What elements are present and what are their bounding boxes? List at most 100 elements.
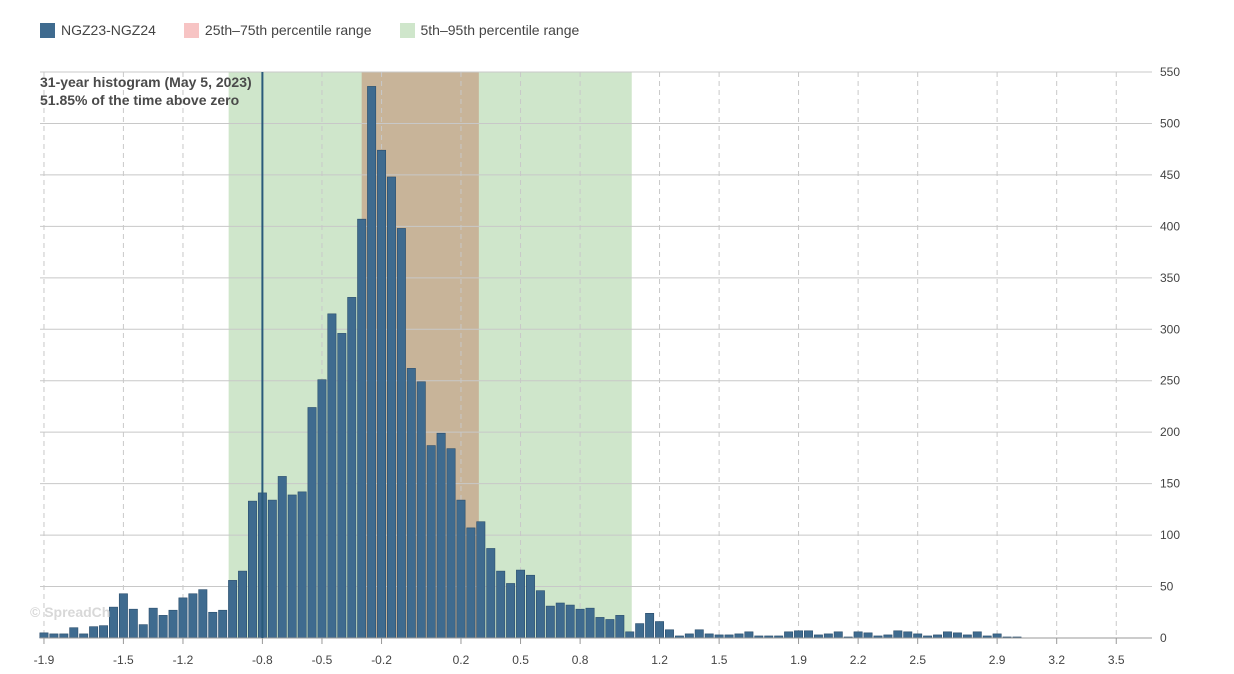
x-tick-label: 3.2: [1048, 653, 1065, 667]
histogram-bar: [913, 633, 923, 639]
histogram-bar: [128, 608, 138, 639]
x-tick-label: 2.2: [850, 653, 867, 667]
histogram-bar: [595, 617, 605, 639]
histogram-bar: [476, 521, 486, 639]
histogram-bar: [426, 445, 436, 639]
x-tick-label: -1.9: [34, 653, 55, 667]
histogram-bar: [585, 607, 595, 639]
histogram-bar: [188, 593, 198, 639]
histogram-bar: [416, 381, 426, 639]
x-tick-label: -1.5: [113, 653, 134, 667]
histogram-bar: [307, 407, 317, 639]
histogram-bar: [486, 548, 496, 639]
histogram-bar: [972, 631, 982, 639]
legend-label-25-75: 25th–75th percentile range: [204, 22, 372, 38]
histogram-bar: [823, 633, 833, 639]
histogram-bar: [228, 580, 238, 639]
histogram-bar: [89, 626, 99, 639]
histogram-bar: [734, 633, 744, 639]
histogram-bar: [39, 632, 49, 639]
histogram-bar: [506, 583, 516, 639]
y-tick-label: 400: [1160, 219, 1180, 233]
legend-item-series[interactable]: NGZ23-NGZ24: [40, 22, 156, 38]
histogram-bar: [138, 624, 148, 639]
x-tick-label: 1.5: [711, 653, 728, 667]
histogram-bar: [863, 632, 873, 639]
histogram-bar: [575, 608, 585, 639]
histogram-bar: [357, 218, 367, 639]
histogram-bar: [446, 448, 456, 639]
histogram-bar: [198, 589, 208, 639]
histogram-bar: [287, 494, 297, 639]
histogram-bar: [69, 627, 79, 639]
y-tick-label: 550: [1160, 65, 1180, 79]
y-tick-label: 50: [1160, 580, 1174, 594]
histogram-bar: [297, 491, 307, 639]
histogram-bar: [615, 615, 625, 639]
histogram-bar: [625, 631, 635, 639]
histogram-bar: [208, 611, 218, 639]
histogram-bar: [466, 527, 476, 639]
histogram-bar: [665, 629, 674, 639]
histogram-bar: [893, 630, 903, 639]
histogram-bar: [158, 615, 168, 639]
histogram-bar: [387, 176, 396, 639]
histogram-bar: [555, 602, 565, 639]
y-tick-label: 150: [1160, 477, 1180, 491]
histogram-bar: [794, 630, 804, 639]
histogram-bar: [784, 631, 794, 639]
histogram-bar: [49, 633, 59, 639]
histogram-bar: [744, 631, 754, 639]
x-tick-label: 2.9: [989, 653, 1006, 667]
x-tick-label: 2.5: [909, 653, 926, 667]
x-tick-label: 0.8: [572, 653, 589, 667]
x-tick-label: -0.8: [252, 653, 273, 667]
histogram-bar: [238, 570, 248, 639]
y-tick-label: 200: [1160, 425, 1180, 439]
legend-swatch-25-75: [183, 22, 199, 38]
x-tick-label: 0.5: [512, 653, 529, 667]
histogram-bar: [337, 333, 347, 639]
legend-item-5-95[interactable]: 5th–95th percentile range: [399, 22, 579, 38]
histogram-bar: [655, 621, 665, 639]
watermark: © SpreadCh: [30, 604, 111, 620]
x-tick-label: 1.2: [651, 653, 668, 667]
histogram-bar: [545, 605, 555, 639]
x-tick-label: -1.2: [173, 653, 194, 667]
histogram-bar: [248, 500, 257, 639]
histogram-bar: [377, 149, 387, 639]
x-tick-label: -0.5: [312, 653, 333, 667]
histogram-bar: [704, 633, 714, 639]
legend-swatch-series: [40, 22, 55, 38]
histogram-bar: [79, 633, 89, 639]
histogram-bar: [59, 633, 69, 639]
legend-item-25-75[interactable]: 25th–75th percentile range: [183, 22, 372, 38]
y-tick-label: 500: [1160, 116, 1180, 130]
histogram-bar: [903, 631, 913, 639]
histogram-bar: [396, 228, 406, 639]
histogram-bar: [565, 604, 575, 639]
x-tick-label: 0.2: [453, 653, 470, 667]
histogram-bar: [645, 613, 655, 639]
histogram-bar: [178, 597, 188, 639]
histogram-bar: [109, 606, 118, 639]
histogram-bar: [317, 379, 327, 639]
y-tick-label: 0: [1160, 631, 1167, 645]
histogram-bar: [684, 633, 694, 639]
histogram-bar: [406, 368, 416, 639]
histogram-bar: [347, 297, 357, 639]
histogram-bar: [853, 631, 863, 639]
histogram-bar: [218, 609, 228, 639]
histogram-bar: [952, 632, 962, 639]
histogram-bar: [436, 432, 446, 639]
histogram-bar: [694, 629, 704, 639]
histogram-bar: [516, 569, 526, 639]
histogram-bar: [277, 476, 287, 639]
histogram-bar: [804, 630, 813, 639]
x-tick-label: 3.5: [1108, 653, 1125, 667]
y-tick-label: 300: [1160, 322, 1180, 336]
legend-label-series: NGZ23-NGZ24: [61, 22, 156, 38]
histogram-bar: [833, 631, 843, 639]
legend-swatch-5-95: [399, 22, 415, 38]
